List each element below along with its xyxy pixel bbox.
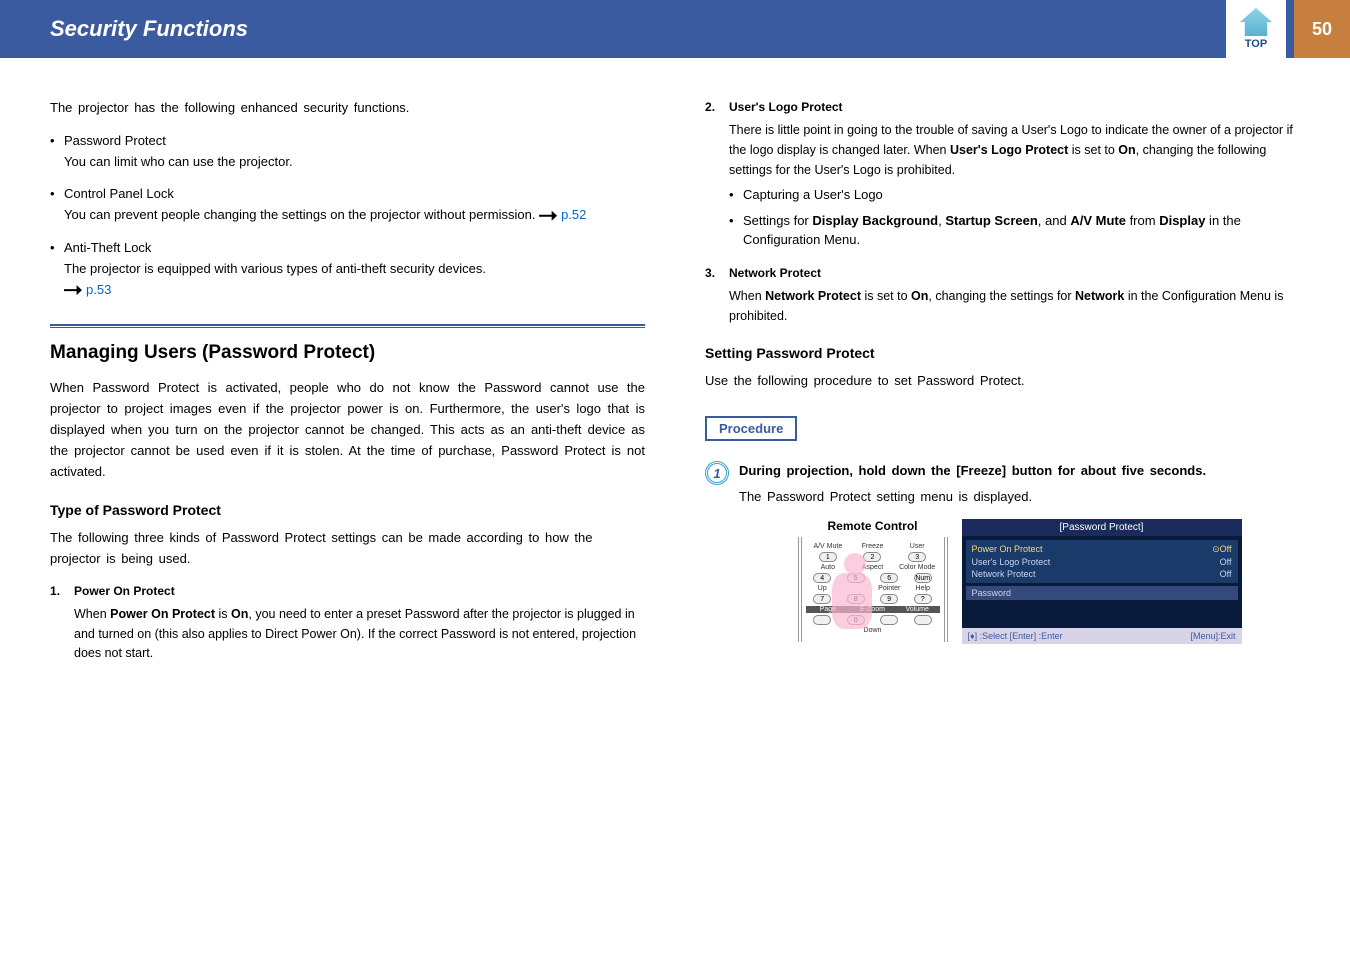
subsection-intro: The following three kinds of Password Pr… <box>50 528 645 570</box>
menu-body: Power On Protect ⊙Off User's Logo Protec… <box>962 536 1242 604</box>
type-list-right: User's Logo Protect There is little poin… <box>705 98 1300 325</box>
procedure-label: Procedure <box>705 416 797 441</box>
page-title: Security Functions <box>50 16 248 42</box>
step-body: During projection, hold down the [Freeze… <box>739 461 1300 644</box>
type-body: When Network Protect is set to On, chang… <box>729 289 1283 323</box>
feature-name: Anti-Theft Lock <box>64 240 151 255</box>
sub-bullets: Capturing a User's Logo Settings for Dis… <box>729 185 1300 250</box>
section-title: Managing Users (Password Protect) <box>50 342 645 364</box>
menu-row: Power On Protect ⊙Off <box>972 543 1232 556</box>
remote-row: 1 2 3 <box>806 552 940 562</box>
top-home-button[interactable]: TOP <box>1226 0 1286 58</box>
type-item: Network Protect When Network Protect is … <box>705 264 1300 326</box>
feature-item: Password Protect You can limit who can u… <box>50 131 645 173</box>
feature-desc: You can limit who can use the projector. <box>64 154 293 169</box>
type-item: Power On Protect When Power On Protect i… <box>50 582 645 663</box>
step-title: During projection, hold down the [Freeze… <box>739 461 1300 481</box>
remote-row: 0 <box>806 615 940 625</box>
highlight-circle <box>844 553 866 575</box>
remote-row: Page E-Zoom Volume <box>806 606 940 613</box>
remote-row: Auto Aspect Color Mode <box>806 564 940 571</box>
type-title: Network Protect <box>729 264 1300 282</box>
remote-control-figure: A/V Mute Freeze User 1 2 3 Auto <box>798 537 948 642</box>
page-link[interactable]: p.53 <box>86 282 111 297</box>
menu-title: [Password Protect] <box>962 519 1242 536</box>
home-icon <box>1240 8 1272 36</box>
left-column: The projector has the following enhanced… <box>50 98 645 677</box>
step-text: The Password Protect setting menu is dis… <box>739 487 1300 508</box>
content: The projector has the following enhanced… <box>0 58 1350 697</box>
remote-row: Up Pointer Help <box>806 585 940 592</box>
type-body: When Power On Protect is On, you need to… <box>74 607 636 661</box>
menu-footer-left: [♦] :Select [Enter] :Enter <box>968 631 1063 641</box>
menu-row: User's Logo Protect Off <box>972 556 1232 568</box>
remote-row: 4 5 6 Num <box>806 573 940 583</box>
menu-row: Network Protect Off <box>972 568 1232 580</box>
menu-panel-figure: [Password Protect] Power On Protect ⊙Off… <box>962 519 1242 644</box>
menu-spacer <box>962 604 1242 628</box>
menu-footer: [♦] :Select [Enter] :Enter [Menu]:Exit <box>962 628 1242 644</box>
section-body: When Password Protect is activated, peop… <box>50 378 645 482</box>
right-column: User's Logo Protect There is little poin… <box>705 98 1300 677</box>
menu-footer-right: [Menu]:Exit <box>1190 631 1235 641</box>
feature-item: Control Panel Lock You can prevent peopl… <box>50 184 645 226</box>
feature-name: Password Protect <box>64 133 166 148</box>
pointer-icon <box>539 211 557 221</box>
page-link[interactable]: p.52 <box>561 207 586 222</box>
feature-name: Control Panel Lock <box>64 186 174 201</box>
subsection-title: Type of Password Protect <box>50 502 645 518</box>
type-title: User's Logo Protect <box>729 98 1300 116</box>
section-rule <box>50 324 645 328</box>
menu-password: Password <box>966 586 1238 600</box>
remote-row: Down <box>806 627 940 634</box>
sub-item: Settings for Display Background, Startup… <box>729 211 1300 250</box>
remote-row: 7 8 9 ? <box>806 594 940 604</box>
step-number: 1 <box>705 461 729 485</box>
pointer-icon <box>64 285 82 295</box>
header-right: TOP 50 <box>1226 0 1350 58</box>
intro-text: The projector has the following enhanced… <box>50 98 645 119</box>
setting-title: Setting Password Protect <box>705 345 1300 361</box>
type-title: Power On Protect <box>74 582 645 600</box>
type-list-left: Power On Protect When Power On Protect i… <box>50 582 645 663</box>
feature-item: Anti-Theft Lock The projector is equippe… <box>50 238 645 300</box>
menu-group: Power On Protect ⊙Off User's Logo Protec… <box>966 540 1238 583</box>
top-label: TOP <box>1245 38 1267 50</box>
step: 1 During projection, hold down the [Free… <box>705 461 1300 644</box>
page-number: 50 <box>1294 0 1350 58</box>
feature-list: Password Protect You can limit who can u… <box>50 131 645 301</box>
remote-label: Remote Control <box>798 519 948 533</box>
type-item: User's Logo Protect There is little poin… <box>705 98 1300 250</box>
type-body: There is little point in going to the tr… <box>729 123 1293 177</box>
highlight-blob <box>832 573 872 629</box>
page-header: Security Functions TOP 50 <box>0 0 1350 58</box>
sub-item: Capturing a User's Logo <box>729 185 1300 205</box>
feature-desc: The projector is equipped with various t… <box>64 261 486 276</box>
feature-desc: You can prevent people changing the sett… <box>64 207 535 222</box>
figure-row: Remote Control A/V Mute Freeze User 1 <box>739 519 1300 644</box>
remote-block: Remote Control A/V Mute Freeze User 1 <box>798 519 948 642</box>
setting-intro: Use the following procedure to set Passw… <box>705 371 1300 392</box>
remote-row: A/V Mute Freeze User <box>806 543 940 550</box>
